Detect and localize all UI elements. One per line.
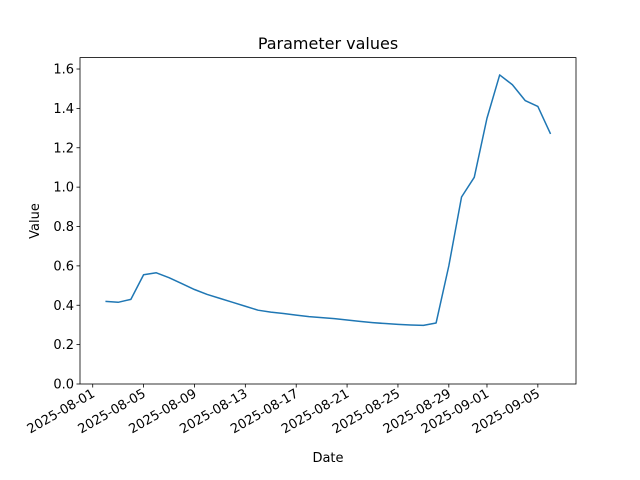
plot-frame (79, 57, 577, 385)
chart-title: Parameter values (258, 34, 398, 53)
y-tick-label: 0.0 (53, 378, 74, 393)
y-tick-label: 0.2 (53, 338, 74, 353)
y-tick-label: 0.8 (53, 220, 74, 235)
y-tick-label: 0.4 (53, 299, 74, 314)
y-axis-label: Value (28, 203, 43, 239)
x-axis-label: Date (312, 451, 343, 466)
y-tick-label: 1.2 (53, 141, 74, 156)
y-tick-label: 0.6 (53, 259, 74, 274)
y-tick-label: 1.0 (53, 181, 74, 196)
y-tick-label: 1.4 (53, 102, 74, 117)
data-line (105, 74, 552, 327)
y-tick-label: 1.6 (53, 63, 74, 78)
